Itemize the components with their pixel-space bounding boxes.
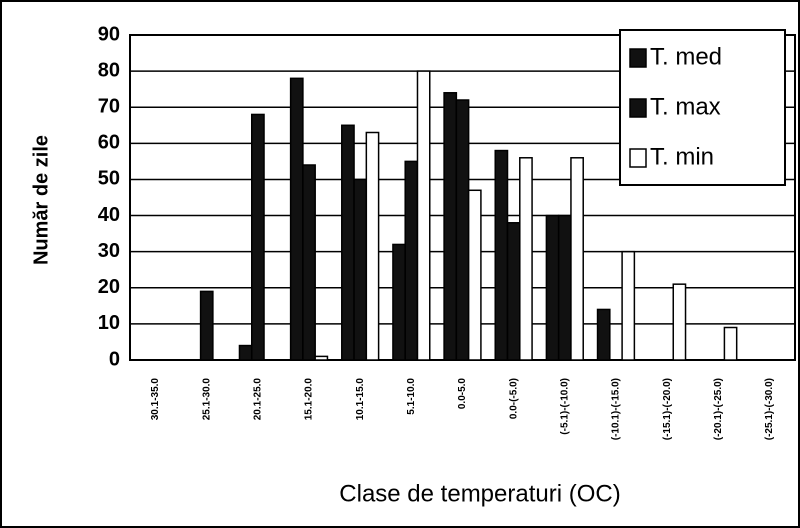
bar: [506, 222, 521, 361]
x-tick-label: (-20.1)-(-25.0): [713, 378, 724, 440]
x-tick-label: 10.1-15.0: [355, 378, 366, 421]
bar: [443, 92, 458, 361]
x-tick-label: (-15.1)-(-20.0): [662, 378, 673, 440]
x-tick-label: 25.1-30.0: [201, 378, 212, 421]
x-tick-label: 20.1-25.0: [253, 378, 264, 421]
x-tick-label: 30.1-35.0: [150, 378, 161, 421]
y-tick-label: 50: [98, 168, 120, 190]
x-tick-label: (-25.1)-(-30.0): [764, 378, 775, 440]
x-tick-label: 0.0-5.0: [457, 378, 468, 410]
y-tick-label: 30: [98, 240, 120, 262]
x-tick-label: (-5.1)-(-10.0): [559, 378, 570, 435]
bar: [341, 124, 355, 361]
bar: [570, 157, 584, 361]
x-tick-label: (-10.1)-(-15.0): [611, 378, 622, 440]
legend-label: T. med: [650, 43, 722, 70]
y-tick-label: 70: [98, 96, 120, 118]
y-tick-label: 10: [98, 312, 120, 334]
legend-swatch: [629, 148, 647, 168]
y-axis-title: Număr de zile: [30, 135, 52, 265]
y-tick-label: 0: [109, 348, 120, 370]
bar: [302, 164, 316, 361]
x-axis-title: Clase de temperaturi (OC): [339, 480, 620, 507]
legend-swatch: [629, 98, 647, 118]
bar: [250, 113, 265, 361]
y-tick-label: 20: [98, 276, 120, 298]
y-tick-label: 60: [98, 132, 120, 154]
bar: [519, 157, 533, 361]
bar: [289, 77, 304, 361]
legend-label: T. min: [650, 143, 714, 170]
x-tick-label: 15.1-20.0: [304, 378, 315, 421]
bar: [365, 131, 380, 361]
bar: [314, 355, 329, 361]
bar: [404, 160, 419, 361]
bar: [392, 243, 406, 361]
bar: [672, 283, 687, 361]
bar: [199, 290, 214, 361]
bar: [596, 308, 611, 361]
bar: [353, 178, 368, 361]
x-tick-label: 5.1-10.0: [406, 378, 417, 415]
bar: [467, 189, 482, 361]
bar: [238, 344, 253, 361]
y-tick-label: 40: [98, 204, 120, 226]
legend-swatch: [629, 48, 647, 68]
bar: [545, 214, 560, 361]
legend: [619, 29, 786, 186]
y-tick-label: 80: [98, 59, 120, 81]
bar: [621, 250, 636, 361]
x-tick-label: 0.0-(-5.0): [508, 378, 519, 419]
bar: [557, 214, 572, 361]
bar: [455, 99, 470, 361]
bar: [494, 149, 509, 361]
legend-label: T. max: [650, 93, 721, 120]
y-tick-label: 90: [98, 23, 120, 45]
bar: [723, 326, 738, 361]
bar: [416, 70, 431, 361]
